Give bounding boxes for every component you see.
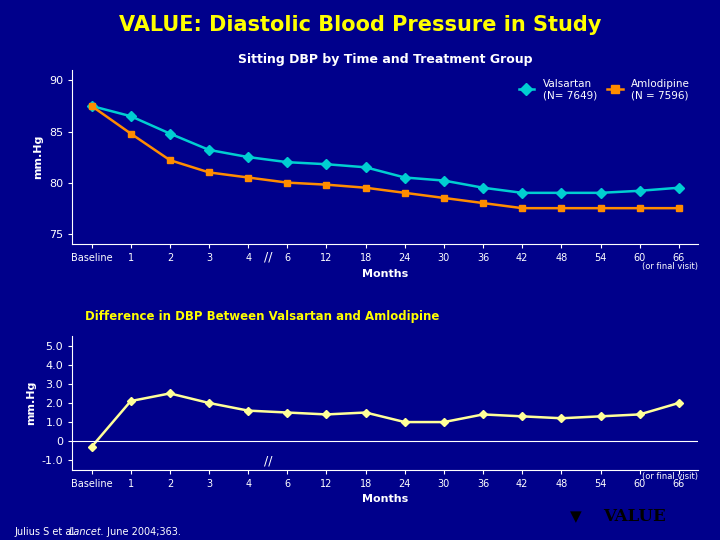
Text: //: // bbox=[264, 455, 272, 468]
Text: June 2004;363.: June 2004;363. bbox=[104, 527, 181, 537]
Text: Lancet.: Lancet. bbox=[68, 527, 104, 537]
X-axis label: Months: Months bbox=[362, 495, 408, 504]
Legend: Valsartan
(N= 7649), Amlodipine
(N = 7596): Valsartan (N= 7649), Amlodipine (N = 759… bbox=[516, 76, 693, 103]
Text: (or final visit): (or final visit) bbox=[642, 262, 698, 271]
Text: Difference in DBP Between Valsartan and Amlodipine: Difference in DBP Between Valsartan and … bbox=[84, 310, 439, 323]
Text: VALUE: Diastolic Blood Pressure in Study: VALUE: Diastolic Blood Pressure in Study bbox=[119, 15, 601, 35]
Y-axis label: mm.Hg: mm.Hg bbox=[33, 135, 43, 179]
Text: (or final visit): (or final visit) bbox=[642, 472, 698, 481]
Text: Julius S et al.: Julius S et al. bbox=[14, 527, 81, 537]
Y-axis label: mm.Hg: mm.Hg bbox=[26, 381, 36, 425]
X-axis label: Months: Months bbox=[362, 268, 408, 279]
Text: VALUE: VALUE bbox=[603, 508, 666, 525]
Text: ▼: ▼ bbox=[570, 509, 582, 524]
Text: //: // bbox=[264, 250, 272, 263]
Title: Sitting DBP by Time and Treatment Group: Sitting DBP by Time and Treatment Group bbox=[238, 53, 533, 66]
